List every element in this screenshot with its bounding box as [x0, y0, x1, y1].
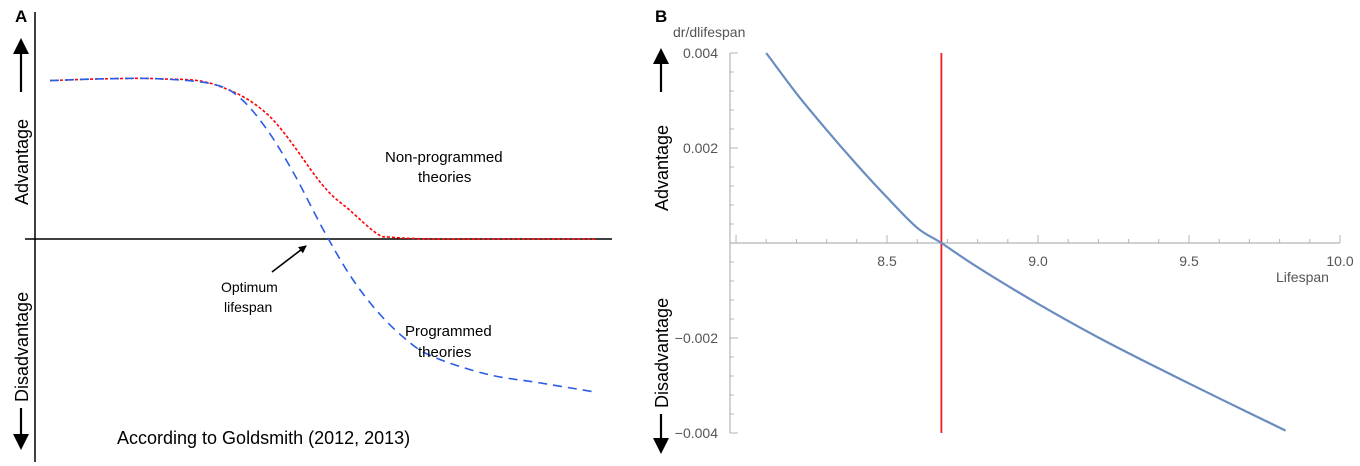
programmed-label-line2: theories [418, 344, 471, 361]
panel-b-x-tick-label: 10.0 [1326, 253, 1353, 269]
dr-dlifespan-curve [765, 52, 1287, 432]
programmed-curve [49, 77, 596, 393]
panel-b: B dr/dlifespan Lifespan Advantage Disadv… [652, 7, 1354, 454]
optimum-label-line1: Optimum [221, 279, 278, 295]
panel-a-caption: According to Goldsmith (2012, 2013) [117, 428, 410, 448]
non-programmed-label-line2: theories [418, 169, 471, 186]
svg-text:Advantage: Advantage [12, 119, 32, 205]
panel-b-y-tick-label: 0.002 [683, 140, 718, 156]
panel-b-x-axis-title: Lifespan [1276, 269, 1329, 285]
panel-b-x-tick-label: 9.0 [1028, 253, 1048, 269]
panel-a-advantage-label: Advantage [12, 38, 32, 205]
panel-b-y-tick-label: −0.002 [675, 330, 718, 346]
programmed-label-line1: Programmed [405, 323, 492, 340]
panel-a: A Advantage Disadvantage Non-programmed … [12, 7, 612, 462]
svg-text:Advantage: Advantage [652, 125, 672, 211]
panel-b-y-axis-title: dr/dlifespan [673, 24, 745, 40]
svg-text:Disadvantage: Disadvantage [12, 292, 32, 402]
panel-b-y-tick-label: 0.004 [683, 45, 718, 61]
optimum-arrow [271, 245, 307, 273]
panel-a-label: A [15, 7, 27, 26]
svg-text:Disadvantage: Disadvantage [652, 298, 672, 408]
optimum-label-line2: lifespan [224, 299, 272, 315]
non-programmed-label-line1: Non-programmed [385, 149, 503, 166]
panel-b-axes [729, 53, 1340, 433]
panel-b-x-tick-label: 8.5 [877, 253, 897, 269]
panel-a-disadvantage-label: Disadvantage [12, 292, 32, 450]
panel-b-x-tick-label: 9.5 [1179, 253, 1199, 269]
panel-b-y-tick-label: −0.004 [675, 425, 718, 441]
panel-b-advantage-label: Advantage [652, 48, 672, 211]
non-programmed-curve [49, 77, 595, 240]
panel-b-label: B [655, 7, 667, 26]
panel-b-disadvantage-label: Disadvantage [652, 298, 672, 454]
